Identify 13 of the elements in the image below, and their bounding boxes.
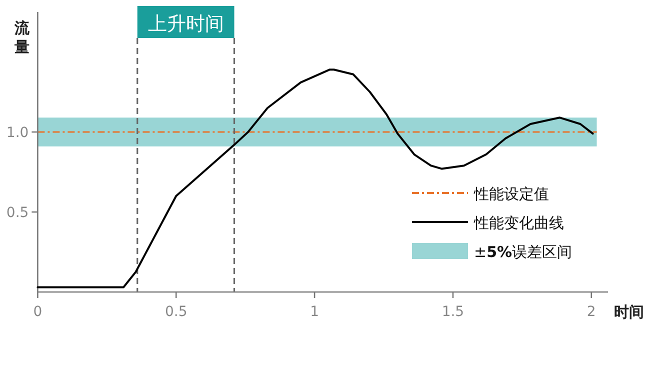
x-tick-label: 1.5 <box>442 304 464 320</box>
y-tick-label: 1.0 <box>6 125 29 141</box>
x-tick-label: 1 <box>310 304 320 320</box>
legend-label: ±5%误差区间 <box>474 243 572 261</box>
x-tick-label: 0.5 <box>164 304 188 320</box>
line-series <box>36 68 594 288</box>
x-axis-title: 时间 <box>614 303 644 321</box>
legend-label: 性能变化曲线 <box>473 214 564 232</box>
annotation: 上升时间 <box>148 13 224 35</box>
x-tick-label: 0 <box>33 304 42 320</box>
x-tick-label: 2 <box>586 304 596 320</box>
y-axis-title: 流量 <box>14 19 30 56</box>
legend-label: 性能设定值 <box>473 185 549 203</box>
